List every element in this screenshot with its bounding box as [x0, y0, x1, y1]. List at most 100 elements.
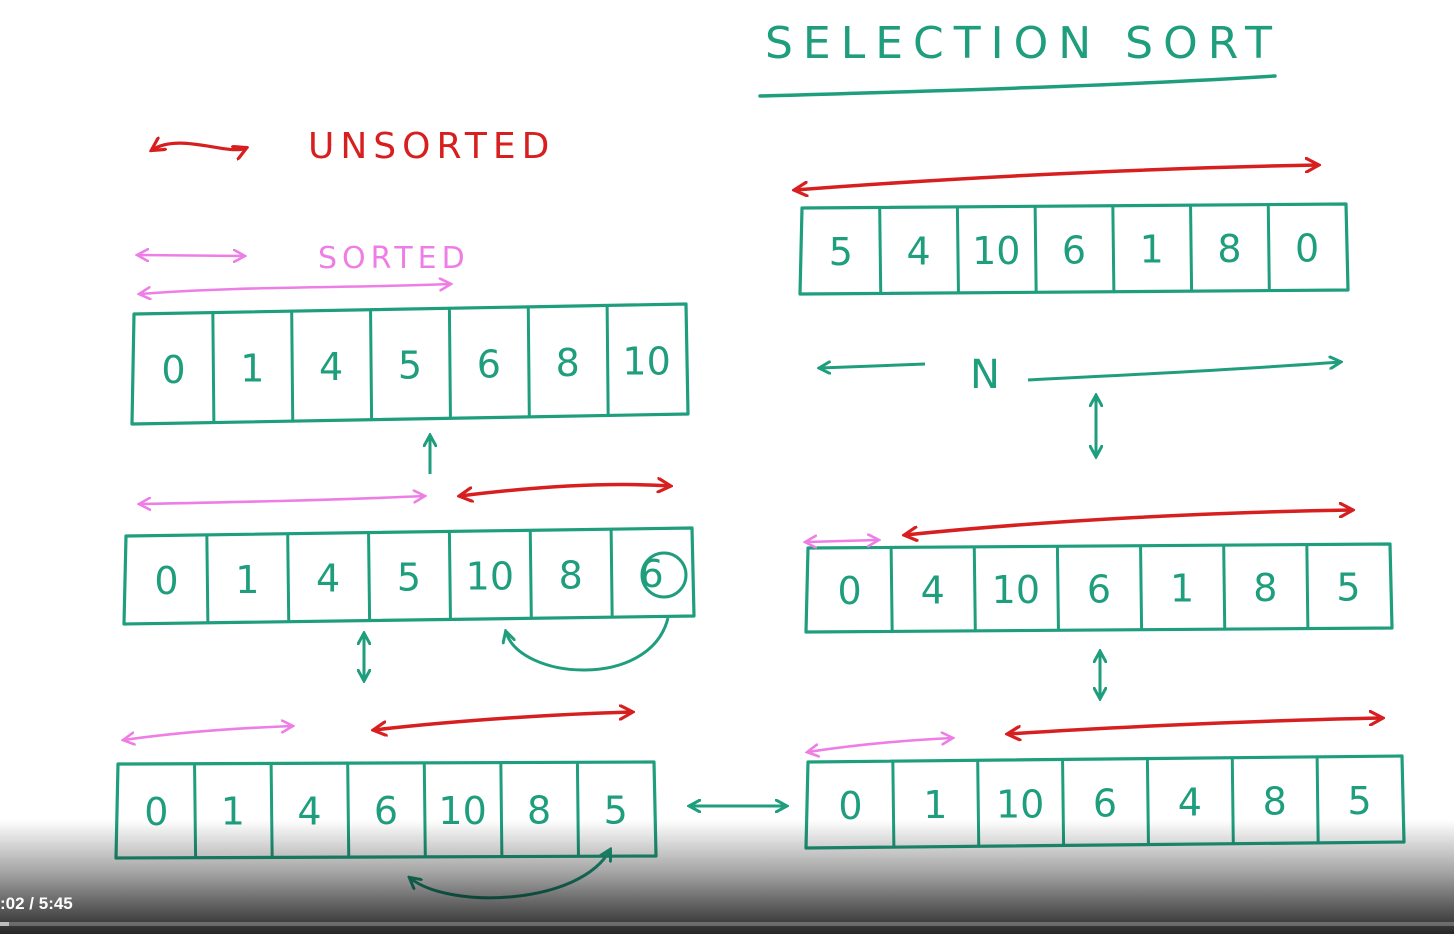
array-cell-value: 0 — [154, 559, 178, 603]
array-cell-value: 6 — [1062, 228, 1086, 272]
array-cell-value: 5 — [1336, 566, 1360, 610]
array-cell-value: 1 — [240, 347, 264, 391]
cell-divider — [499, 763, 504, 857]
array-cell-value: 4 — [906, 229, 930, 273]
cell-divider — [1111, 206, 1116, 292]
array-cell-value: 0 — [837, 569, 861, 613]
cell-divider — [369, 310, 374, 420]
cell-divider — [346, 763, 351, 857]
cell-divider — [878, 207, 883, 293]
cell-divider — [528, 530, 533, 618]
array-cell-value: 8 — [1263, 780, 1287, 824]
n-arrow-right — [1027, 362, 1340, 382]
cell-divider — [605, 305, 610, 415]
array-outline — [804, 542, 1394, 634]
array-cell-value: 6 — [374, 789, 398, 833]
array-cell-value: 8 — [527, 789, 551, 833]
cell-divider — [1061, 759, 1066, 845]
legend-sorted-label: SORTED — [318, 241, 470, 276]
array-cell-value: 5 — [398, 344, 422, 388]
array-initial: 5 4 10 6 1 8 0 — [798, 202, 1350, 296]
swap-curve-step4 — [506, 617, 670, 672]
cell-divider — [889, 547, 894, 631]
array-cell-value: 5 — [829, 230, 853, 274]
array-cell-value: 10 — [972, 229, 1020, 273]
cell-divider — [526, 307, 531, 417]
title: SELECTION SORT — [765, 18, 1282, 69]
array-outline — [130, 302, 690, 426]
cell-divider — [1189, 205, 1194, 291]
array-cell-value: 5 — [397, 556, 421, 600]
cell-divider — [447, 308, 452, 418]
array-cell-value: 1 — [235, 558, 259, 602]
array-cell-value: 4 — [316, 557, 340, 601]
sorted-arrow-step3 — [124, 726, 292, 740]
progress-fill — [0, 922, 9, 926]
array-cell-value: 4 — [319, 345, 343, 389]
time-display: :02 / 5:45 — [0, 894, 73, 913]
array-cell-value: 6 — [1093, 781, 1117, 825]
legend-unsorted-arrow — [152, 143, 246, 150]
array-cell-value: 0 — [838, 784, 862, 828]
sorted-arrow-step2 — [808, 738, 952, 752]
array-cell-value: 0 — [161, 348, 185, 392]
sorted-arrow-step1 — [806, 540, 878, 542]
array-step3: 0 1 4 6 10 8 5 — [114, 760, 658, 860]
array-cell-value: 6 — [477, 342, 501, 386]
legend-sorted-arrow — [138, 255, 244, 256]
progress-bar[interactable] — [0, 922, 1454, 926]
cell-divider — [1145, 759, 1150, 845]
cell-divider — [1055, 546, 1060, 630]
cell-divider — [976, 760, 981, 846]
array-cell-value: 0 — [144, 790, 168, 834]
array-cell-value: 6 — [1087, 567, 1111, 611]
sorted-arrow-step4 — [140, 496, 424, 504]
array-cell-value: 0 — [1295, 227, 1319, 271]
cell-divider — [290, 311, 295, 421]
array-cell-value: 1 — [1140, 228, 1164, 272]
array-cell-value: 8 — [556, 341, 580, 385]
n-arrow-left — [820, 364, 926, 368]
cell-divider — [269, 763, 274, 857]
array-step4: 0 1 4 5 10 8 6 — [122, 526, 696, 626]
unsorted-arrow-step4 — [460, 484, 670, 496]
array-outline — [122, 526, 696, 626]
selected-min-circle — [640, 551, 688, 599]
array-step2: 0 1 10 6 4 8 5 — [804, 754, 1406, 850]
array-cell-value: 4 — [921, 568, 945, 612]
array-cell-value: 8 — [559, 553, 583, 597]
array-step1: 0 4 10 6 1 8 5 — [804, 542, 1394, 634]
unsorted-arrow-step3 — [374, 712, 632, 730]
cell-divider — [1139, 546, 1144, 630]
cell-divider — [1315, 757, 1320, 843]
cell-divider — [367, 533, 372, 621]
array-outline — [798, 202, 1350, 296]
title-underline — [758, 74, 1277, 98]
cell-divider — [193, 764, 198, 858]
array-cell-value: 10 — [466, 554, 514, 598]
array-cell-value: 10 — [992, 568, 1040, 612]
array-cell-value: 8 — [1253, 566, 1277, 610]
cell-divider — [286, 534, 291, 622]
array-cell-value: 4 — [297, 789, 321, 833]
array-cell-value: 10 — [622, 339, 670, 383]
cell-divider — [972, 547, 977, 631]
cell-divider — [1222, 545, 1227, 629]
array-cell-value: 8 — [1217, 227, 1241, 271]
cell-divider — [447, 531, 452, 619]
cell-divider — [1305, 545, 1310, 629]
sorted-range-arrow — [140, 284, 450, 294]
array-cell-value: 1 — [923, 783, 947, 827]
cell-divider — [211, 313, 216, 423]
cell-divider — [575, 762, 580, 856]
unsorted-arrow-step1 — [905, 510, 1352, 535]
array-cell-value: 1 — [221, 790, 245, 834]
unsorted-arrow-step2 — [1008, 718, 1382, 734]
cell-divider — [609, 529, 614, 617]
array-cell-value: 4 — [1178, 781, 1202, 825]
video-controls[interactable]: :02 / 5:45 — [0, 892, 1454, 934]
array-cell-value: 5 — [604, 788, 628, 832]
cell-divider — [955, 207, 960, 293]
array-cell-value: 5 — [1347, 779, 1371, 823]
